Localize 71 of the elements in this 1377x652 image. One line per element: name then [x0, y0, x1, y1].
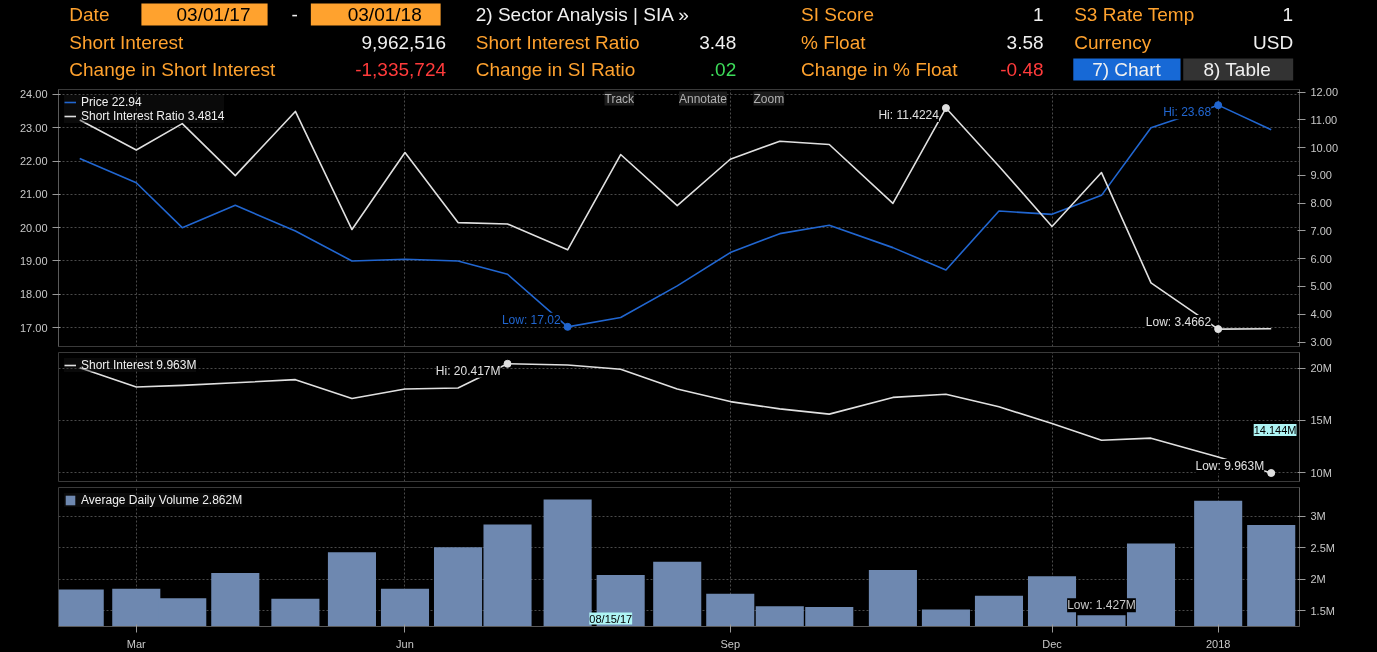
text: -0.48: [1000, 59, 1044, 80]
text: Short Interest: [69, 32, 185, 53]
text: -: [291, 4, 298, 25]
y2-tick-label: 10.00: [1310, 141, 1339, 154]
y2-tick-label: 3.00: [1310, 336, 1332, 349]
text: Date: [69, 4, 110, 25]
legend-label: Short Interest Ratio 3.4814: [81, 109, 225, 123]
text: 3.48: [699, 32, 737, 53]
text: 1: [1032, 4, 1044, 25]
y-tick-label: 22.00: [19, 155, 48, 168]
data-label: Low: 1.427M: [1067, 598, 1136, 613]
data-label: Low: 17.02: [501, 312, 561, 327]
text: 2) Sector Analysis | SIA »: [475, 4, 689, 25]
text: 03/01/18: [347, 4, 422, 25]
text: 03/01/17: [176, 4, 251, 25]
text: SI Score: [801, 4, 874, 25]
legend-label: Average Daily Volume 2.862M: [81, 493, 243, 507]
y-tick-label: 23.00: [19, 121, 48, 134]
y-tick-label: 1.5M: [1310, 604, 1335, 617]
annotation: 14.144M: [1253, 423, 1297, 436]
annotation: Zoom: [753, 91, 785, 106]
y-tick-label: 15M: [1310, 414, 1332, 427]
annotation: Annotate: [679, 91, 728, 106]
x-tick-label: Mar: [126, 637, 147, 650]
text: Change in Short Interest: [69, 59, 276, 80]
y-tick-label: 19.00: [19, 254, 48, 267]
y-tick-label: 20.00: [19, 221, 48, 234]
y-tick-label: 17.00: [19, 321, 48, 334]
text: 8) Table: [1203, 59, 1271, 80]
text: 7) Chart: [1092, 59, 1162, 80]
y2-tick-label: 8.00: [1310, 197, 1332, 210]
annotation: 08/15/17: [589, 612, 633, 625]
y-tick-label: 20M: [1310, 362, 1332, 375]
x-tick-label: 2018: [1205, 637, 1231, 650]
text: Change in SI Ratio: [475, 59, 636, 80]
x-tick-label: Dec: [1042, 637, 1063, 650]
y2-tick-label: 7.00: [1310, 224, 1332, 237]
text: .02: [709, 59, 737, 80]
data-label: Hi: 20.417M: [435, 363, 501, 378]
y2-tick-label: 12.00: [1310, 86, 1339, 98]
text: Change in % Float: [801, 59, 959, 80]
text: S3 Rate Temp: [1074, 4, 1195, 25]
y2-tick-label: 6.00: [1310, 252, 1332, 265]
data-label: Low: 9.963M: [1195, 459, 1265, 474]
y-tick-label: 2.5M: [1310, 541, 1335, 554]
y-tick-label: 2M: [1310, 573, 1326, 586]
y2-tick-label: 9.00: [1310, 169, 1332, 182]
y2-tick-label: 11.00: [1310, 113, 1338, 126]
y2-tick-label: 5.00: [1310, 280, 1332, 293]
annotation: Track: [604, 91, 636, 106]
text: 1: [1282, 4, 1294, 25]
x-tick-label: Jun: [396, 637, 414, 650]
y-tick-label: 3M: [1310, 510, 1326, 523]
y-tick-label: 21.00: [19, 188, 48, 201]
y-tick-label: 10M: [1310, 466, 1332, 479]
text: 3.58: [1006, 32, 1044, 53]
x-tick-label: Sep: [720, 637, 741, 650]
y2-tick-label: 4.00: [1310, 308, 1332, 321]
text: % Float: [801, 32, 867, 53]
text: Short Interest Ratio: [475, 32, 640, 53]
y-tick-label: 24.00: [19, 88, 48, 101]
data-label: Hi: 11.4224: [878, 108, 940, 123]
data-label: Hi: 23.68: [1163, 105, 1212, 120]
y-tick-label: 18.00: [19, 288, 48, 301]
text: 9,962,516: [361, 32, 447, 53]
data-label: Low: 3.4662: [1145, 315, 1212, 330]
text: Currency: [1074, 32, 1152, 53]
legend-label: Short Interest 9.963M: [81, 358, 197, 372]
text: -1,335,724: [355, 59, 447, 80]
text: USD: [1253, 32, 1294, 53]
legend-label: Price 22.94: [81, 95, 142, 109]
